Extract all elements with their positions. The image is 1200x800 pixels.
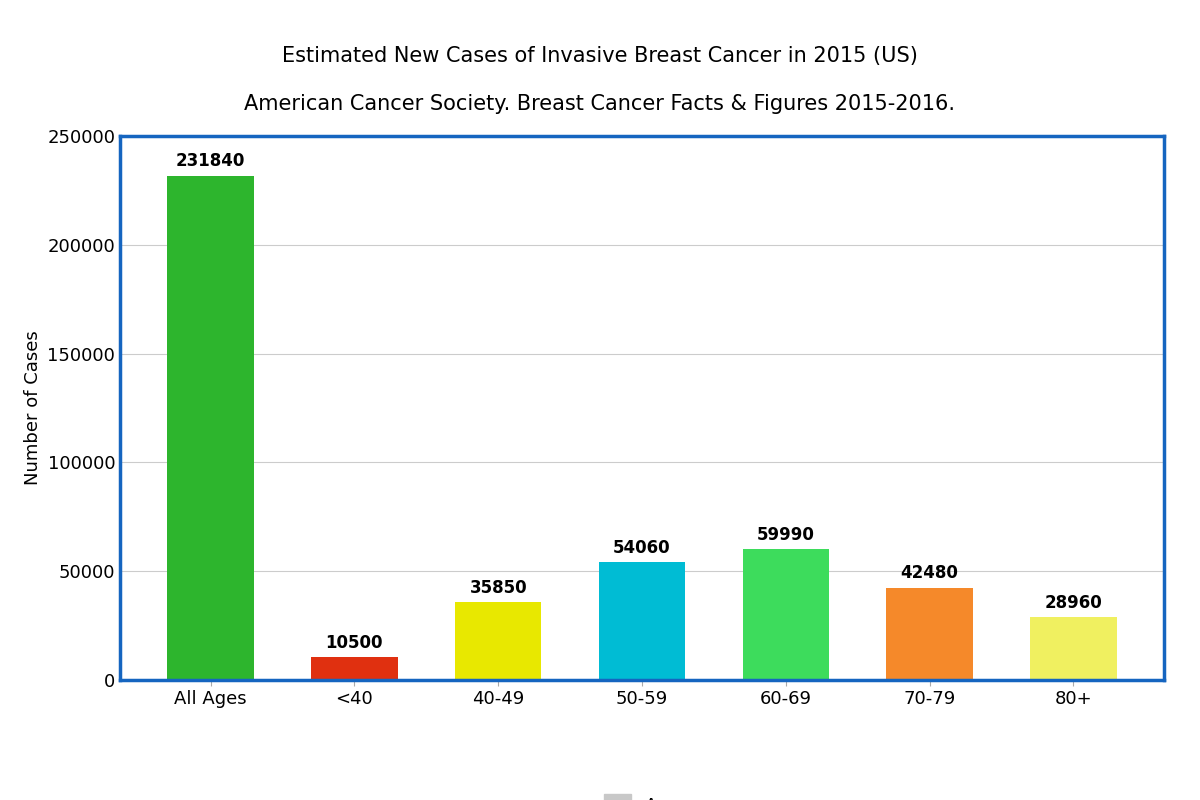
Legend: Age: Age xyxy=(596,787,688,800)
Text: Estimated New Cases of Invasive Breast Cancer in 2015 (US): Estimated New Cases of Invasive Breast C… xyxy=(282,46,918,66)
Bar xyxy=(1031,617,1116,680)
Text: American Cancer Society. Breast Cancer Facts & Figures 2015-2016.: American Cancer Society. Breast Cancer F… xyxy=(245,94,955,114)
Text: 59990: 59990 xyxy=(757,526,815,544)
Bar xyxy=(168,175,253,680)
Bar xyxy=(599,562,685,680)
Text: 28960: 28960 xyxy=(1044,594,1103,611)
Bar xyxy=(311,657,397,680)
Bar xyxy=(743,550,829,680)
Bar xyxy=(455,602,541,680)
Text: 231840: 231840 xyxy=(176,152,245,170)
Text: 10500: 10500 xyxy=(325,634,383,652)
Text: 35850: 35850 xyxy=(469,578,527,597)
Text: 42480: 42480 xyxy=(901,564,959,582)
Text: 54060: 54060 xyxy=(613,539,671,557)
Bar xyxy=(887,587,973,680)
Y-axis label: Number of Cases: Number of Cases xyxy=(24,330,42,486)
